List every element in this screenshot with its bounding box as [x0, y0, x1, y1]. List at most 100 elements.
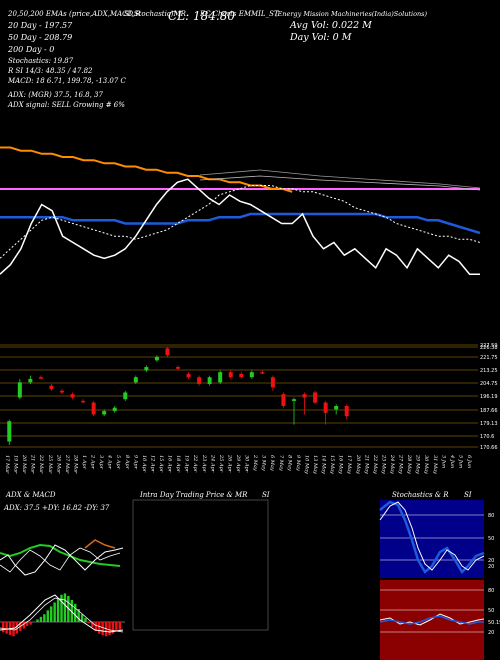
x-tick-label: 3 Jun	[440, 455, 446, 468]
minus-di-line	[0, 547, 121, 573]
x-tick-label: 4 Jun	[449, 454, 455, 468]
adx-line	[0, 543, 121, 567]
candle-body	[207, 377, 212, 384]
x-tick-label: 23 Apr	[201, 454, 207, 473]
intraday-title: Intra Day Trading Price & MR	[139, 491, 248, 499]
ema20-label: 20 Day - 197.57	[7, 21, 73, 30]
ema-line-price	[0, 178, 480, 275]
x-tick-label: 8 Apr	[124, 455, 130, 470]
macd-label: MACD: 18 6.71, 199.78, -13.07 C	[7, 77, 127, 85]
x-tick-label: 24 May	[389, 454, 395, 474]
x-tick-label: 3 May	[261, 455, 267, 471]
price-tick-label: 170.66	[480, 445, 498, 451]
candle-body	[112, 407, 117, 412]
x-tick-label: 1 Apr	[81, 455, 87, 470]
x-tick-label: 21 Mar	[30, 454, 36, 474]
price-tick-label: 226.38	[480, 345, 498, 351]
x-tick-label: 29 May	[415, 454, 421, 474]
rsi-tick-label: 50	[488, 608, 494, 614]
price-tick-label: 213.25	[480, 368, 498, 374]
x-tick-label: 20 May	[355, 454, 361, 474]
x-tick-label: 28 Mar	[72, 454, 78, 474]
x-tick-label: 4 Apr	[107, 454, 113, 470]
x-tick-label: 17 Mar	[4, 455, 10, 474]
header-title-4: (Energy Mission Machineries(India)Soluti…	[275, 10, 428, 18]
x-tick-label: 10 Apr	[141, 455, 147, 473]
macd-histogram-bar	[56, 598, 60, 622]
macd-histogram-bar	[53, 602, 56, 622]
price-tick-label: 196.19	[480, 394, 498, 400]
rsi-panel: 80 50 20 50.19	[379, 580, 500, 660]
x-tick-label: 25 Mar	[47, 454, 53, 474]
x-tick-label: 7 May	[278, 455, 284, 471]
x-tick-label: 12 Apr	[149, 455, 155, 473]
ema-extra-line-2	[199, 175, 481, 191]
macd-histogram-bar	[84, 618, 87, 622]
x-tick-label: 27 Mar	[64, 454, 70, 474]
macd-histogram-bar	[63, 593, 67, 622]
macd-histogram-bar	[111, 622, 115, 634]
candle-body	[17, 382, 22, 398]
candle-body	[165, 348, 170, 356]
macd-signal-line	[0, 597, 124, 633]
ema50-label: 50 Day - 208.79	[8, 33, 72, 42]
x-tick-label: 14 May	[321, 455, 327, 474]
avg-volume: Avg Vol: 0.022 M	[289, 20, 372, 31]
candle-body	[7, 421, 12, 442]
candle-body	[302, 394, 307, 398]
candle-body	[186, 373, 191, 378]
macd-histogram-bar	[118, 622, 121, 630]
candle-body	[123, 392, 128, 400]
candle-body	[144, 367, 149, 371]
candle-body	[313, 392, 318, 403]
stochastics-label: Stochastics: 19.87	[8, 57, 74, 65]
candle-body	[323, 402, 328, 413]
macd-histogram-bar	[80, 614, 84, 622]
x-tick-label: 20 Mar	[21, 454, 27, 474]
price-tick-label: 170.6	[480, 434, 494, 440]
rsi-signal-line	[379, 615, 484, 625]
x-tick-label: 13 May	[312, 455, 318, 474]
x-tick-label: 16 Apr	[167, 455, 173, 473]
x-tick-label: 15 May	[329, 455, 335, 474]
ema-line-200-day	[0, 146, 293, 193]
candle-body	[228, 372, 233, 378]
macd-histogram-bar	[98, 622, 101, 634]
candle-body	[239, 373, 244, 378]
macd-histogram-bar	[26, 622, 29, 626]
header-title-2: SI,Stochastic)MR	[124, 10, 187, 18]
candle-body	[154, 356, 159, 361]
x-tick-label: 9 May	[295, 455, 301, 471]
candle-body	[249, 372, 254, 378]
macd-histogram-bar	[70, 599, 73, 622]
macd-histogram-bar	[36, 619, 39, 622]
ema-line-20-day	[0, 185, 481, 259]
ema200-label: 200 Day - 0	[7, 45, 54, 54]
candle-body	[292, 399, 296, 401]
x-tick-label: 22 Mar	[38, 454, 44, 474]
x-tick-label: 9 Apr	[132, 455, 138, 470]
macd-histogram-bar	[94, 622, 97, 632]
adx-subtitle: ADX: 37.5 +DY: 16.82 -DY: 37	[3, 504, 110, 512]
macd-histogram-bar	[15, 622, 19, 634]
candle-body	[49, 385, 54, 390]
macd-line	[0, 594, 124, 633]
x-tick-label: 26 Mar	[55, 454, 61, 474]
x-tick-label: 10 May	[303, 455, 309, 474]
x-tick-label: 25 Apr	[218, 454, 224, 473]
x-tick-label: 24 Apr	[209, 454, 215, 473]
candle-body	[344, 406, 349, 417]
x-tick-label: 2 May	[252, 454, 258, 471]
macd-histogram-bar	[74, 603, 77, 622]
x-tick-label: 18 Apr	[175, 455, 181, 473]
stoch-title: Stochastics & R	[392, 491, 449, 499]
x-tick-label: 5 Jun	[457, 455, 463, 468]
macd-histogram-bar	[91, 622, 94, 628]
macd-histogram-bar	[12, 622, 15, 637]
x-tick-label: 28 May	[406, 454, 412, 474]
adx-frame	[0, 515, 125, 580]
macd-histogram-bar	[46, 610, 49, 622]
macd-histogram-bar	[101, 622, 104, 635]
x-tick-label: 2 Apr	[90, 454, 96, 470]
